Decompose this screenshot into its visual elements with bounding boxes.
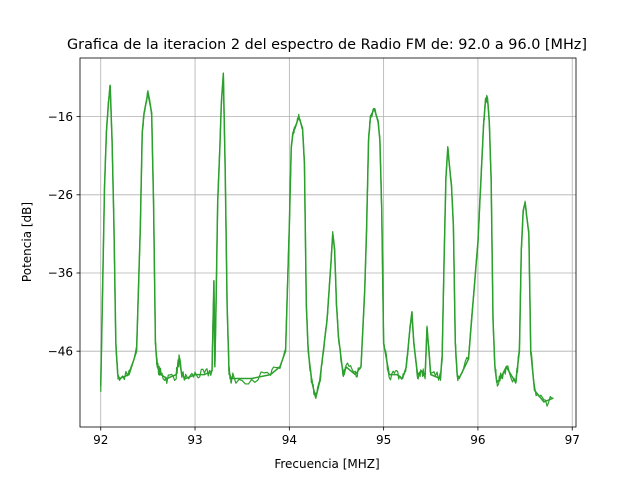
x-axis-ticks: 92 93 94 95 96 97 [93,427,580,447]
x-tick-label: 94 [282,433,297,447]
x-tick-label: 92 [93,433,108,447]
plot-area [100,72,554,407]
y-axis-ticks: −46 −36 −26 −16 [48,110,80,358]
y-tick-label: −16 [48,110,73,124]
x-tick-label: 93 [187,433,202,447]
y-tick-label: −26 [48,188,73,202]
y-tick-label: −46 [48,344,73,358]
chart-title: Grafica de la iteracion 2 del espectro d… [67,37,587,53]
x-tick-label: 97 [565,433,580,447]
axes-frame [79,57,577,428]
x-axis-label: Frecuencia [MHZ] [274,457,379,471]
y-axis-label: Potencia [dB] [20,202,34,282]
x-tick-label: 96 [470,433,485,447]
x-tick-label: 95 [376,433,391,447]
y-tick-label: −36 [48,266,73,280]
series-noise-0 [100,72,554,407]
